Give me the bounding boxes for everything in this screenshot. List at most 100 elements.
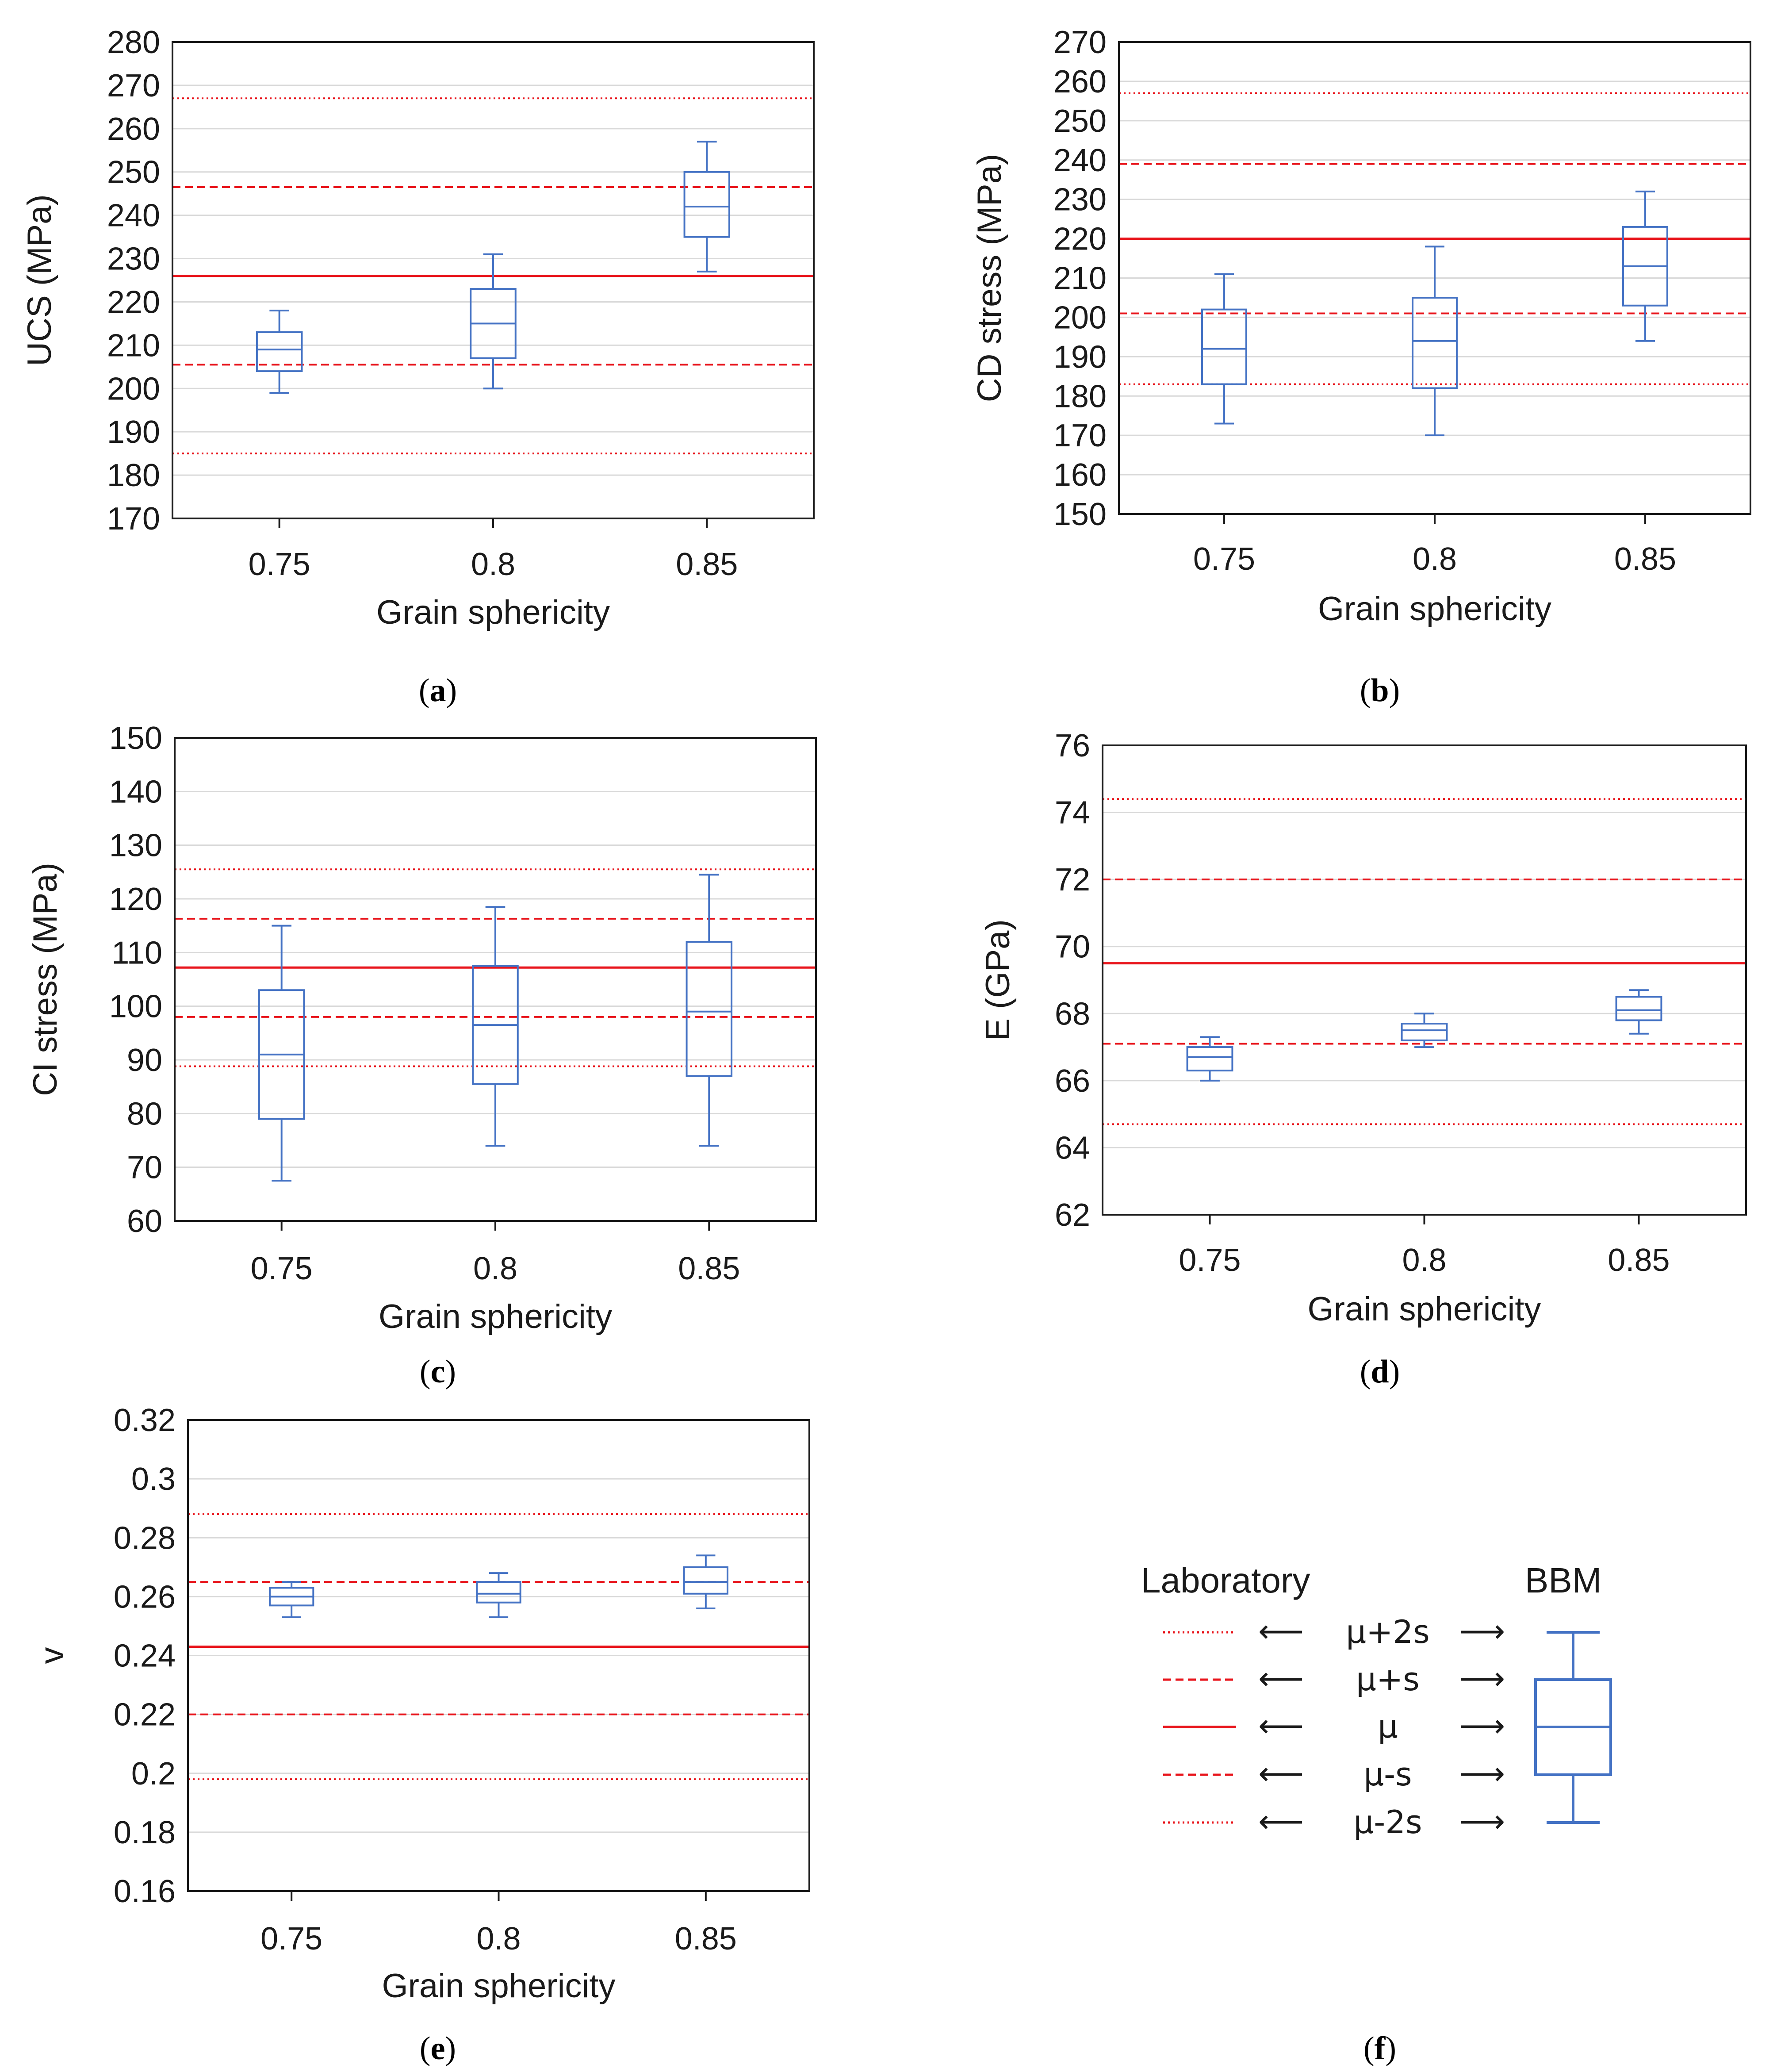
arrow-right-icon: ⟶ [1459,1755,1505,1792]
arrow-right-icon: ⟶ [1459,1803,1505,1840]
x-tick-label: 0.85 [676,547,738,582]
y-tick-label: 66 [1055,1063,1090,1099]
box-plot-0.75 [256,310,303,394]
y-tick-label: 64 [1055,1130,1090,1166]
legend-row-mu-plus-2s: ⟵ μ+2s ⟶ [1163,1612,1505,1650]
chart-panel-b: 150 160 170 180 190 200 210 220 230 240 250 260 270 0… [971,25,1751,709]
y-axis-label: CI stress (MPa) [27,863,64,1096]
arrow-left-icon: ⟵ [1258,1707,1304,1744]
legend-row-label: μ [1378,1708,1398,1745]
y-tick-label: 72 [1055,862,1090,898]
y-tick-label: 160 [1053,457,1107,493]
y-tick-label: 0.16 [114,1874,176,1909]
box-iqr [683,1566,729,1595]
panel-label-letter: c [431,1354,445,1390]
chart-panel-c: 60 70 80 90 100 110 120 130 140 150 0.75 0.8 0.85 Gra… [27,721,817,1390]
legend-laboratory-title: Laboratory [1141,1561,1310,1600]
x-axis-label: Grain sphericity [382,1967,616,2005]
y-tick-label: 0.18 [114,1815,176,1850]
x-tick-label: 0.85 [1614,541,1676,577]
box-plot-0.85 [1615,989,1662,1035]
y-tick-label: 260 [107,111,160,147]
box-plot-0.75 [268,1581,314,1618]
box-iqr [1201,308,1247,385]
y-tick-label: 250 [1053,104,1107,139]
y-tick-label: 270 [107,68,160,104]
legend-row-label: μ+s [1356,1661,1420,1698]
plot-frame [1102,744,1747,1216]
y-tick-label: 70 [1055,929,1090,965]
y-tick-label: 130 [109,828,162,863]
y-tick-label: 74 [1055,795,1090,831]
legend-row-label: μ-s [1363,1756,1412,1793]
box-iqr [256,331,303,372]
box-plot-0.75 [258,925,305,1182]
y-axis-label: CD stress (MPa) [971,154,1008,403]
y-tick-label: 230 [107,242,160,277]
box-iqr [1412,296,1458,389]
x-tick-label: 0.75 [1179,1243,1241,1278]
panel-label-d: (d) [1360,1354,1400,1390]
y-tick-label: 260 [1053,64,1107,100]
y-tick-label: 150 [1053,497,1107,532]
y-tick-label: 210 [1053,261,1107,296]
chart-panel-e: 0.16 0.18 0.2 0.22 0.24 0.26 0.28 0.3 0.32 0.75 0.… [33,1403,810,2067]
x-tick-label: 0.85 [1608,1243,1670,1278]
legend-bbm-title: BBM [1525,1561,1601,1600]
panel-label-a: (a) [419,672,457,709]
y-tick-label: 270 [1053,25,1107,60]
arrow-left-icon: ⟵ [1258,1612,1304,1650]
legend-bbm-box-symbol [1534,1631,1612,1824]
box-plot-0.85 [683,1554,729,1609]
box-iqr [476,1581,521,1604]
legend-row-label: μ-2s [1353,1803,1422,1841]
arrow-right-icon: ⟶ [1459,1660,1505,1697]
x-tick-label: 0.8 [471,547,515,582]
y-tick-label: 110 [111,935,162,971]
panel-label-letter: a [430,672,446,709]
chart-panel-a: 170 180 190 200 210 220 230 240 250 260 270 280 0.75… [21,25,815,709]
y-tick-label: 180 [1053,379,1107,414]
y-axis-label: v [33,1647,71,1664]
legend-rows: ⟵ μ+2s ⟶ ⟵ μ+s ⟶ ⟵ μ ⟶ ⟵ μ-s ⟶ ⟵ μ-2s ⟶ [1163,1612,1505,1841]
y-tick-label: 280 [107,25,160,60]
box-iqr [683,171,731,238]
plot-frame [174,737,817,1222]
box-plot-0.8 [470,253,517,390]
box-plot-0.75 [1201,273,1247,425]
y-tick-label: 200 [1053,300,1107,335]
x-axis-label: Grain sphericity [1318,590,1551,628]
x-tick-label: 0.75 [251,1251,313,1286]
y-tick-label: 62 [1055,1197,1090,1233]
box-plot-0.8 [1401,1013,1448,1048]
arrow-right-icon: ⟶ [1459,1707,1505,1744]
x-axis-label: Grain sphericity [1308,1290,1541,1328]
panel-label-c: (c) [420,1354,456,1390]
panel-label-letter: e [431,2030,445,2067]
y-tick-label: 210 [107,328,160,363]
y-tick-label: 220 [1053,222,1107,257]
y-tick-label: 90 [127,1043,162,1078]
y-tick-label: 0.2 [131,1756,176,1792]
x-axis-label: Grain sphericity [376,594,610,631]
y-axis-label: UCS (MPa) [21,194,58,366]
box-iqr [1401,1023,1448,1041]
y-tick-label: 240 [107,198,160,234]
panel-label-b: (b) [1360,672,1400,709]
y-tick-label: 200 [107,371,160,407]
legend-row-mu-minus-s: ⟵ μ-s ⟶ [1163,1755,1505,1793]
y-tick-label: 250 [107,155,160,190]
y-tick-label: 230 [1053,182,1107,218]
y-tick-label: 0.3 [131,1462,176,1497]
x-axis-label: Grain sphericity [379,1298,612,1335]
y-tick-label: 0.22 [114,1697,176,1733]
y-tick-label: 68 [1055,996,1090,1032]
x-tick-label: 0.85 [675,1921,737,1957]
y-tick-label: 170 [1053,418,1107,453]
panel-label-letter: b [1371,672,1389,709]
legend-panel: Laboratory BBM ⟵ μ+2s ⟶ ⟵ μ+s ⟶ ⟵ μ ⟶ ⟵ μ-s ⟶ ⟵ μ-2s ⟶… [1141,1561,1612,2067]
box-plot-0.75 [1186,1036,1233,1082]
y-tick-label: 80 [127,1096,162,1132]
box-iqr [1615,996,1662,1021]
